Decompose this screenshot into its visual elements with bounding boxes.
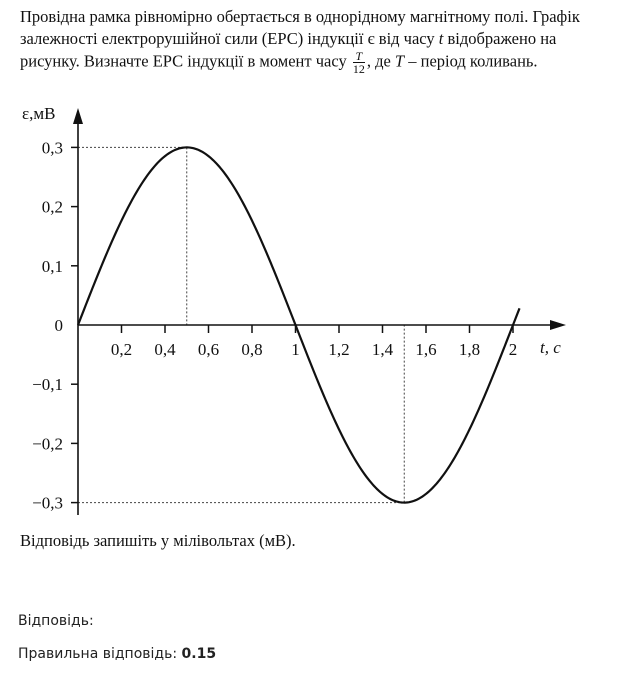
answer-unit-note: Відповідь запишіть у мілівольтах (мВ). [20,531,296,550]
correct-answer-value: 0.15 [181,646,217,662]
correct-answer: Правильна відповідь: 0.15 [18,646,216,662]
y-tick-label: −0,2 [32,434,63,453]
x-axis-label: t, с [540,338,561,357]
y-axis-label: ε,мВ [22,104,56,123]
x-axis-label-text: t, с [540,338,561,357]
y-tick-label: 0,3 [42,138,63,157]
x-tick-label: 0,4 [154,340,176,359]
problem-text-part3: , де [366,51,395,71]
y-tick-label: 0,1 [42,257,63,276]
problem-text: Провідна рамка рівномірно обертається в … [20,6,620,75]
var-period: T [394,51,405,71]
chart-ticks: 0,3 0,2 0,1 0 −0,1 −0,2 −0,3 0,2 0,4 0,6 0,8 1 1,2 1,… [32,138,517,512]
x-tick-label: 1 [291,340,300,359]
x-tick-label: 1,8 [459,340,480,359]
fraction-numerator: T [352,50,365,63]
problem-text-part2: відображено на рисунку. Визначте ЕРС інд… [20,29,557,71]
fraction-t-over-12: T 12 [352,50,365,76]
emf-chart: 0,3 0,2 0,1 0 −0,1 −0,2 −0,3 0,2 0,4 0,6 0,8 1 1,2 1,… [22,104,566,515]
problem-text-part1: Провідна рамка рівномірно обертається в … [20,7,580,48]
fraction-denominator: 12 [352,62,365,76]
x-tick-label: 2 [509,340,518,359]
x-tick-label: 1,6 [415,340,436,359]
x-tick-label: 0,2 [111,340,132,359]
y-axis-arrow [73,108,83,124]
x-axis-arrow [550,320,566,330]
chart-axes [73,108,566,515]
y-tick-label: 0 [55,316,64,335]
emf-curve [76,146,521,504]
problem-text-part4: – період коливань. [404,51,538,71]
answer-label: Відповідь: [18,613,94,629]
y-tick-label: −0,1 [32,375,63,394]
correct-answer-label: Правильна відповідь: [18,646,178,662]
chart-series [76,146,521,504]
x-tick-label: 1,2 [328,340,349,359]
x-tick-label: 0,6 [198,340,219,359]
var-t: t [438,29,444,48]
x-tick-label: 0,8 [241,340,262,359]
guide-lines [78,146,405,504]
x-tick-label: 1,4 [372,340,394,359]
y-tick-label: 0,2 [42,198,63,217]
y-tick-label: −0,3 [32,494,63,513]
